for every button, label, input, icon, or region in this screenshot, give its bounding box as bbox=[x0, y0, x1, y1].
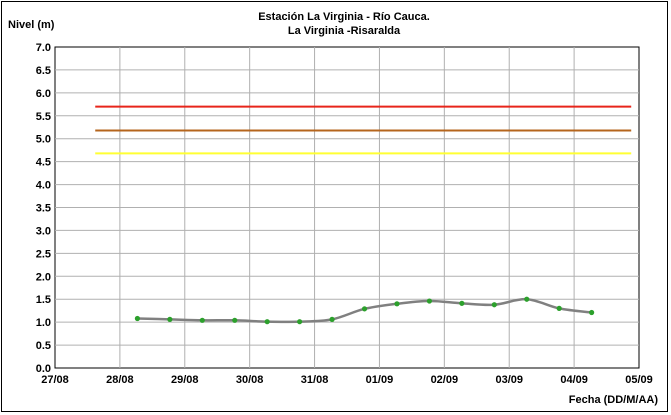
y-tick-label: 0.0 bbox=[36, 363, 51, 375]
chart-title: Estación La Virginia - Río Cauca. bbox=[258, 11, 430, 23]
y-tick-label: 1.5 bbox=[36, 294, 51, 306]
data-point bbox=[199, 317, 205, 323]
x-tick-label: 28/08 bbox=[106, 374, 134, 386]
y-tick-label: 7.0 bbox=[36, 42, 51, 54]
data-point bbox=[459, 300, 465, 306]
x-tick-label: 05/09 bbox=[625, 374, 653, 386]
y-tick-label: 2.5 bbox=[36, 248, 51, 260]
x-tick-label: 30/08 bbox=[236, 374, 264, 386]
x-axis-label: Fecha (DD/M/AA) bbox=[569, 394, 659, 406]
data-point bbox=[556, 305, 562, 311]
y-tick-label: 5.5 bbox=[36, 111, 51, 123]
y-tick-label: 4.0 bbox=[36, 180, 51, 192]
x-tick-label: 03/09 bbox=[495, 374, 523, 386]
y-axis-ticks: 0.0 0.5 1.0 1.5 2.0 2.5 3.0 3.5 4.0 4.5 5.0 5.5 6.0 6… bbox=[36, 42, 51, 375]
y-tick-label: 3.5 bbox=[36, 203, 51, 215]
x-tick-label: 29/08 bbox=[171, 374, 199, 386]
data-point bbox=[426, 298, 433, 304]
y-axis-label: Nivel (m) bbox=[8, 19, 55, 31]
data-point bbox=[167, 316, 173, 322]
series-group bbox=[134, 296, 595, 325]
data-point bbox=[589, 309, 595, 316]
y-tick-label: 6.0 bbox=[36, 88, 51, 100]
data-point bbox=[329, 316, 335, 322]
x-tick-label: 02/09 bbox=[431, 374, 459, 386]
x-tick-label: 31/08 bbox=[301, 374, 329, 386]
data-point bbox=[264, 319, 270, 325]
y-tick-label: 1.0 bbox=[36, 317, 51, 329]
data-point bbox=[361, 306, 368, 312]
data-point bbox=[524, 296, 530, 302]
data-point bbox=[134, 315, 141, 322]
chart-subtitle: La Virginia -Risaralda bbox=[288, 25, 401, 37]
data-point bbox=[232, 317, 238, 323]
grid bbox=[55, 47, 639, 368]
y-tick-label: 3.0 bbox=[36, 225, 51, 237]
y-tick-label: 4.5 bbox=[36, 157, 51, 169]
y-tick-label: 2.0 bbox=[36, 271, 51, 283]
y-tick-label: 0.5 bbox=[36, 340, 51, 352]
x-tick-label: 27/08 bbox=[41, 374, 69, 386]
y-tick-label: 6.5 bbox=[36, 65, 51, 77]
y-tick-label: 5.0 bbox=[36, 134, 51, 146]
data-point bbox=[297, 319, 303, 325]
threshold-lines bbox=[95, 105, 632, 155]
x-tick-label: 01/09 bbox=[366, 374, 394, 386]
x-axis-ticks: 27/08 28/08 29/08 30/08 31/08 01/09 02/09 03/09… bbox=[41, 374, 653, 386]
data-point bbox=[491, 302, 497, 308]
x-tick-label: 04/09 bbox=[560, 374, 588, 386]
data-point bbox=[394, 301, 400, 307]
